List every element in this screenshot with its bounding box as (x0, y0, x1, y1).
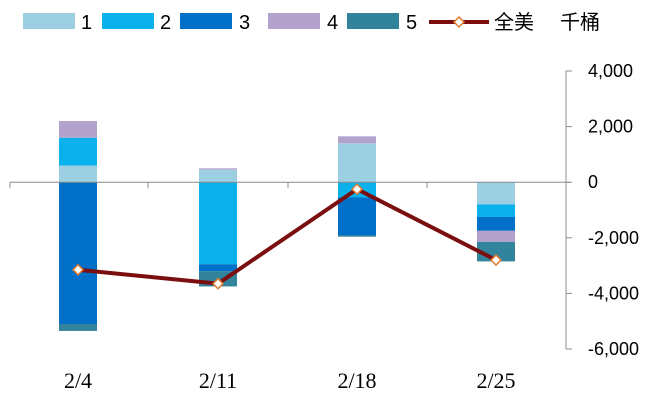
bar-series-1-2-25 (477, 182, 515, 205)
legend-swatch-1 (23, 13, 75, 29)
legend-swatch-2 (102, 13, 154, 29)
bar-series-5-2-18 (338, 235, 376, 237)
bar-series-1-2-11 (199, 169, 237, 183)
bar-series-4-2-11 (199, 168, 237, 170)
line-point (350, 183, 364, 196)
bar-series-2-2-4 (59, 137, 97, 166)
legend-label-4: 4 (327, 12, 338, 34)
bars-layer (59, 121, 515, 331)
axes-layer (9, 70, 572, 350)
line-layer (71, 183, 503, 290)
x-tick-label: 2/25 (476, 368, 515, 393)
y-tick-label: -4,000 (588, 283, 639, 303)
bar-series-2-2-25 (477, 204, 515, 217)
bar-series-3-2-11 (199, 264, 237, 272)
legend-label-1: 1 (81, 12, 92, 34)
unit-label: 千桶 (560, 11, 600, 34)
legend-label-5: 5 (406, 12, 417, 34)
legend-label-total-us: 全美 (494, 11, 534, 34)
line-point (489, 253, 503, 267)
bar-series-5-2-4 (59, 323, 97, 331)
bar-series-2-2-11 (199, 182, 237, 265)
bar-series-4-2-18 (338, 136, 376, 144)
bar-series-4-2-25 (477, 230, 515, 242)
line-point (71, 263, 85, 276)
x-tick-label: 2/11 (199, 368, 237, 393)
bar-series-3-2-25 (477, 216, 515, 231)
y-tick-label: 0 (588, 172, 598, 192)
legend: 1 2 3 4 5 全美 千桶 (23, 11, 600, 34)
y-tick-label: 4,000 (588, 61, 633, 81)
legend-swatch-4 (268, 13, 320, 29)
y-tick-label: -2,000 (588, 228, 639, 248)
y-tick-label: 2,000 (588, 117, 633, 137)
bar-series-3-2-4 (59, 182, 97, 324)
bar-series-4-2-4 (59, 121, 97, 138)
bar-series-1-2-4 (59, 165, 97, 183)
legend-swatch-5 (347, 13, 399, 29)
line-series-total-us (77, 187, 497, 286)
x-tick-label: 2/4 (64, 368, 92, 393)
y-tick-label: -6,000 (588, 339, 639, 359)
x-tick-label: 2/18 (337, 368, 376, 393)
bar-series-1-2-18 (338, 143, 376, 183)
labels-layer: -6,000 -4,000 -2,000 0 2,000 4,000 2/4 2/11 2/18… (64, 61, 639, 393)
line-point (211, 277, 225, 290)
legend-swatch-3 (180, 13, 232, 29)
legend-label-3: 3 (239, 12, 250, 34)
legend-label-2: 2 (160, 12, 171, 34)
bar-series-3-2-18 (338, 197, 376, 236)
legend-marker-total-us (452, 15, 466, 29)
